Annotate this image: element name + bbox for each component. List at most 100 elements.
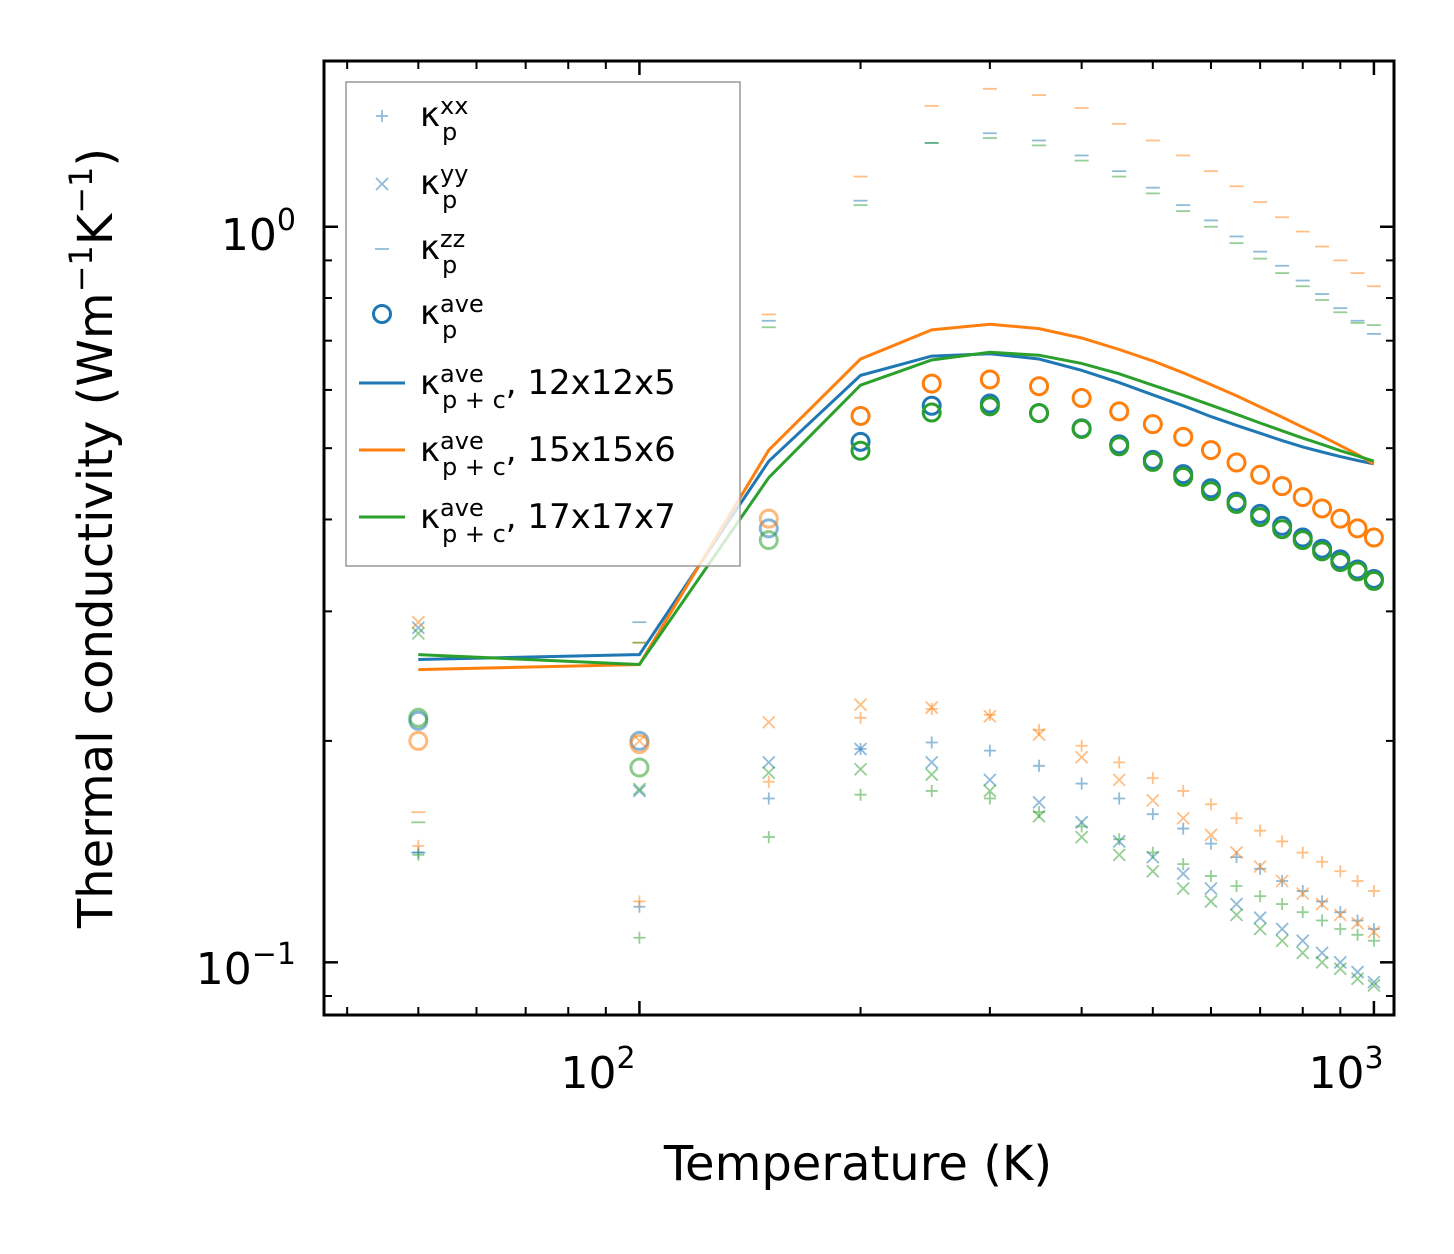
kave-point-12x12x5-250K [921, 395, 942, 416]
kxx-point-12x12x5-600K [1204, 837, 1217, 850]
kave-point-17x17x7-200K [850, 440, 871, 461]
kxx-point-12x12x5-300K [983, 744, 996, 757]
kyy-point-12x12x5-550K [1176, 866, 1190, 881]
series-15x15x6 [408, 87, 1384, 939]
kxx-point-17x17x7-750K [1276, 898, 1289, 911]
kyy-point-17x17x7-900K [1333, 962, 1347, 976]
kxx-point-17x17x7-250K [925, 784, 938, 797]
kpc-line-12x12x5 [418, 352, 1375, 661]
kyy-point-15x15x6-350K [1032, 727, 1046, 742]
kyy-point-15x15x6-400K [1074, 750, 1089, 764]
kyy-point-17x17x7-250K [925, 767, 939, 782]
kxx-point-15x15x6-950K [1351, 874, 1364, 887]
kyy-point-12x12x5-100K [632, 784, 647, 798]
kyy-point-12x12x5-1000K [1367, 975, 1381, 989]
legend-label-kpc-15x15x6: κave p + c, 15x15x6 [420, 427, 676, 481]
kxx-point-15x15x6-300K [983, 708, 996, 721]
kyy-point-15x15x6-700K [1253, 859, 1267, 874]
kyy-point-12x12x5-700K [1253, 911, 1267, 925]
kyy-point-12x12x5-800K [1296, 934, 1310, 948]
kyy-point-17x17x7-1000K [1367, 978, 1381, 993]
kave-point-15x15x6-850K [1312, 498, 1333, 519]
kxx-point-15x15x6-600K [1204, 798, 1217, 811]
kyy-point-15x15x6-500K [1146, 793, 1160, 808]
kxx-point-17x17x7-1000K [1367, 934, 1380, 947]
kave-point-15x15x6-400K [1071, 388, 1092, 409]
kyy-point-12x12x5-350K [1032, 795, 1046, 809]
kave-point-15x15x6-450K [1109, 401, 1130, 422]
kpc-line-15x15x6 [418, 322, 1375, 672]
legend-box [345, 81, 741, 567]
legend-label-kxx: κxx p [420, 92, 468, 146]
data-layer [408, 87, 1384, 993]
kave-point-17x17x7-600K [1200, 481, 1221, 502]
kyy-point-17x17x7-500K [1146, 864, 1160, 878]
kyy-point-17x17x7-800K [1296, 946, 1310, 960]
kyy-point-17x17x7-150K [762, 766, 776, 780]
kyy-point-12x12x5-250K [925, 755, 939, 770]
kxx-point-17x17x7-900K [1334, 922, 1347, 935]
kave-point-17x17x7-350K [1029, 403, 1050, 424]
kyy-point-15x15x6-850K [1315, 897, 1329, 911]
kyy-point-17x17x7-100K [632, 782, 647, 796]
kyy-point-15x15x6-650K [1229, 845, 1244, 860]
kxx-point-12x12x5-150K [762, 792, 775, 805]
kpc-line-17x17x7 [418, 350, 1375, 667]
kyy-point-12x12x5-600K [1204, 881, 1218, 896]
kyy-point-17x17x7-450K [1112, 848, 1126, 862]
kave-point-17x17x7-1000K [1363, 570, 1384, 591]
kave-point-15x15x6-350K [1029, 376, 1050, 397]
kyy-point-15x15x6-250K [925, 700, 939, 715]
kxx-point-17x17x7-50K [412, 848, 425, 861]
kave-point-15x15x6-800K [1292, 487, 1313, 508]
legend-marker-1 [375, 177, 389, 191]
legend-label-kyy: κyy p [420, 160, 468, 214]
kxx-point-15x15x6-700K [1254, 824, 1267, 837]
kave-point-17x17x7-400K [1071, 418, 1092, 439]
kxx-point-15x15x6-550K [1177, 784, 1190, 797]
kxx-point-12x12x5-850K [1316, 895, 1329, 908]
kxx-point-15x15x6-900K [1334, 865, 1347, 878]
kxx-point-12x12x5-350K [1033, 759, 1046, 772]
kyy-point-15x15x6-750K [1275, 874, 1289, 888]
kxx-point-17x17x7-400K [1075, 820, 1088, 833]
kyy-point-15x15x6-600K [1204, 828, 1218, 842]
kxx-point-12x12x5-450K [1113, 792, 1126, 805]
y-tick-label-1e-1: 10−1 [196, 937, 296, 995]
kxx-point-12x12x5-800K [1296, 885, 1309, 898]
plot-frame [322, 59, 1396, 1017]
kxx-point-15x15x6-250K [925, 702, 938, 715]
kxx-point-12x12x5-550K [1177, 822, 1190, 835]
kave-point-15x15x6-150K [758, 508, 779, 529]
kyy-point-15x15x6-50K [411, 615, 425, 629]
kyy-point-17x17x7-400K [1074, 830, 1089, 844]
kxx-point-15x15x6-500K [1146, 772, 1159, 785]
kxx-point-15x15x6-750K [1276, 835, 1289, 848]
legend: κxx p κyy p κzz p κave p κave p + c, 12x12x5 … [345, 81, 741, 567]
kave-point-15x15x6-250K [921, 373, 942, 394]
kave-point-17x17x7-850K [1312, 541, 1333, 562]
kxx-point-17x17x7-450K [1113, 833, 1126, 846]
kyy-point-17x17x7-650K [1229, 908, 1244, 922]
kave-point-17x17x7-700K [1250, 507, 1271, 528]
kyy-point-15x15x6-300K [983, 709, 997, 723]
kave-point-15x15x6-200K [850, 405, 871, 426]
kxx-point-15x15x6-200K [854, 711, 867, 724]
kave-point-15x15x6-300K [979, 369, 1000, 390]
kave-point-12x12x5-150K [758, 518, 779, 539]
kave-point-17x17x7-900K [1330, 552, 1351, 573]
kyy-point-17x17x7-350K [1032, 809, 1046, 823]
kxx-point-17x17x7-150K [762, 831, 775, 844]
kave-point-15x15x6-700K [1250, 464, 1271, 485]
kyy-point-17x17x7-50K [411, 626, 425, 641]
kxx-point-17x17x7-650K [1230, 879, 1243, 892]
kxx-point-15x15x6-400K [1075, 739, 1088, 752]
legend-label-kpc-12x12x5: κave p + c, 12x12x5 [420, 360, 676, 414]
kyy-point-17x17x7-750K [1275, 934, 1289, 948]
kave-point-17x17x7-650K [1226, 493, 1247, 514]
y-tick-label-1e0: 100 [221, 203, 296, 261]
kyy-point-15x15x6-1000K [1367, 925, 1381, 939]
kyy-point-15x15x6-800K [1296, 886, 1310, 901]
kyy-point-15x15x6-900K [1333, 908, 1347, 922]
